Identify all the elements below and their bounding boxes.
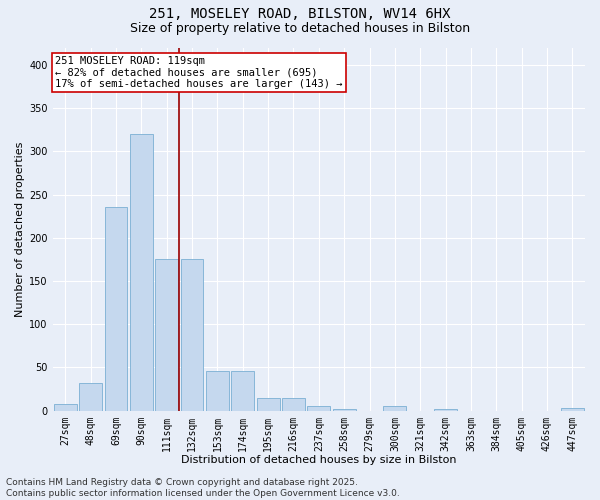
Y-axis label: Number of detached properties: Number of detached properties (15, 142, 25, 317)
Bar (282, 398, 305, 410)
Bar (257, 398, 280, 410)
Text: 251 MOSELEY ROAD: 119sqm
← 82% of detached houses are smaller (695)
17% of semi-: 251 MOSELEY ROAD: 119sqm ← 82% of detach… (55, 56, 343, 90)
Bar (54, 404, 77, 410)
Bar (181, 260, 203, 410)
Text: Contains HM Land Registry data © Crown copyright and database right 2025.
Contai: Contains HM Land Registry data © Crown c… (6, 478, 400, 498)
Text: Size of property relative to detached houses in Bilston: Size of property relative to detached ho… (130, 22, 470, 35)
Bar (434, 409, 457, 410)
Bar (307, 406, 330, 410)
Text: 251, MOSELEY ROAD, BILSTON, WV14 6HX: 251, MOSELEY ROAD, BILSTON, WV14 6HX (149, 8, 451, 22)
Bar (79, 383, 102, 410)
Bar (155, 260, 178, 410)
Bar (104, 206, 127, 410)
Bar (561, 408, 584, 410)
Bar (130, 134, 153, 410)
X-axis label: Distribution of detached houses by size in Bilston: Distribution of detached houses by size … (181, 455, 457, 465)
Bar (206, 371, 229, 410)
Bar (383, 406, 406, 410)
Bar (232, 371, 254, 410)
Bar (333, 409, 356, 410)
